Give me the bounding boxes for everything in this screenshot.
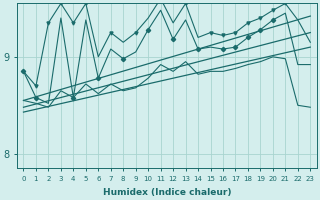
X-axis label: Humidex (Indice chaleur): Humidex (Indice chaleur) xyxy=(103,188,231,197)
